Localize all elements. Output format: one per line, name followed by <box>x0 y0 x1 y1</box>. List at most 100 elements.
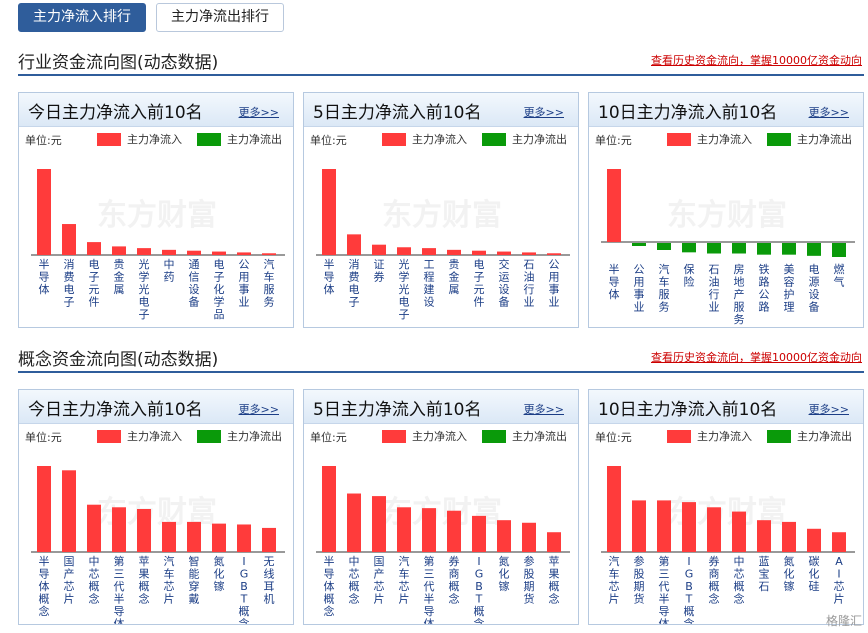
bar-label[interactable]: 中芯概念 <box>734 555 745 606</box>
bar[interactable] <box>397 247 411 255</box>
bar-label[interactable]: 石油行业 <box>524 258 535 309</box>
bar[interactable] <box>547 253 561 255</box>
bar[interactable] <box>162 521 176 552</box>
bar-label[interactable]: 参股期货 <box>634 554 645 606</box>
more-link[interactable]: 更多>> <box>238 106 279 119</box>
bar-label[interactable]: 氮化镓 <box>499 554 510 593</box>
bar-label[interactable]: 第三代半导体 <box>114 554 125 624</box>
more-link[interactable]: 更多>> <box>523 106 564 119</box>
bar[interactable] <box>522 252 536 255</box>
tab-net-outflow-ranking[interactable]: 主力净流出排行 <box>156 3 284 32</box>
bar[interactable] <box>732 511 746 552</box>
bar[interactable] <box>212 251 226 255</box>
bar-label[interactable]: 半导体概念 <box>324 554 335 618</box>
bar[interactable] <box>37 466 51 552</box>
bar[interactable] <box>322 466 336 552</box>
bar-label[interactable]: 氮化镓 <box>784 554 795 593</box>
bar[interactable] <box>62 470 76 552</box>
bar-label[interactable]: 汽车芯片 <box>609 554 620 606</box>
bar[interactable] <box>137 509 151 552</box>
bar-label[interactable]: I G B T 概念 <box>474 555 485 624</box>
bar[interactable] <box>782 521 796 552</box>
bar-label[interactable]: 智能穿戴 <box>189 554 200 606</box>
bar[interactable] <box>372 244 386 255</box>
bar-label[interactable]: 通信设备 <box>189 258 200 309</box>
bar-label[interactable]: 光学光电子 <box>399 257 410 321</box>
bar-label[interactable]: 燃气 <box>834 262 845 289</box>
bar[interactable] <box>87 504 101 552</box>
bar[interactable] <box>782 243 796 255</box>
bar-label[interactable]: 电子元件 <box>474 258 485 309</box>
bar-label[interactable]: 券商概念 <box>709 554 720 606</box>
bar-label[interactable]: 苹果概念 <box>549 554 560 606</box>
bar[interactable] <box>607 169 621 242</box>
bar[interactable] <box>397 507 411 552</box>
bar[interactable] <box>237 252 251 255</box>
bar[interactable] <box>497 520 511 552</box>
bar-label[interactable]: 中药 <box>164 258 175 284</box>
bar-label[interactable]: 光学光电子 <box>139 257 150 321</box>
bar-label[interactable]: 半导体概念 <box>39 554 50 618</box>
bar-label[interactable]: 铁路公路 <box>759 263 770 314</box>
bar-label[interactable]: 工程建设 <box>424 258 435 309</box>
bar-label[interactable]: 电子元件 <box>89 258 100 309</box>
bar[interactable] <box>422 508 436 552</box>
bar-label[interactable]: 贵金属 <box>449 258 460 296</box>
bar[interactable] <box>262 253 276 255</box>
bar[interactable] <box>187 521 201 552</box>
bar[interactable] <box>757 520 771 552</box>
bar-label[interactable]: 券商概念 <box>449 554 460 606</box>
bar-label[interactable]: 国产芯片 <box>64 555 75 606</box>
bar[interactable] <box>87 242 101 255</box>
bar[interactable] <box>347 493 361 552</box>
bar-label[interactable]: 贵金属 <box>114 258 125 296</box>
bar-label[interactable]: 中芯概念 <box>89 555 100 606</box>
bar-label[interactable]: 电源设备 <box>809 263 820 314</box>
bar-label[interactable]: 汽车服务 <box>659 262 670 314</box>
bar-label[interactable]: 氮化镓 <box>214 554 225 593</box>
bar-label[interactable]: 汽车服务 <box>264 257 275 309</box>
bar[interactable] <box>212 523 226 552</box>
bar[interactable] <box>372 496 386 552</box>
bar-label[interactable]: 房地产服务 <box>734 263 745 326</box>
more-link[interactable]: 更多>> <box>808 106 849 119</box>
bar[interactable] <box>472 515 486 552</box>
bar-label[interactable]: 消费电子 <box>64 257 75 309</box>
bar[interactable] <box>112 507 126 552</box>
bar[interactable] <box>37 169 51 255</box>
bar-label[interactable]: 苹果概念 <box>139 554 150 606</box>
bar[interactable] <box>632 243 646 246</box>
bar-label[interactable]: 国产芯片 <box>374 555 385 606</box>
bar-label[interactable]: 第三代半导体 <box>424 554 435 624</box>
tab-net-inflow-ranking[interactable]: 主力净流入排行 <box>18 3 146 32</box>
bar[interactable] <box>237 524 251 552</box>
more-link[interactable]: 更多>> <box>808 403 849 416</box>
bar[interactable] <box>707 507 721 552</box>
bar[interactable] <box>522 522 536 552</box>
history-flow-link[interactable]: 查看历史资金流向，掌握10000亿资金动向 <box>651 54 862 67</box>
bar-label[interactable]: 汽车芯片 <box>399 554 410 606</box>
bar-label[interactable]: 石油行业 <box>709 263 720 314</box>
bar[interactable] <box>807 243 821 256</box>
bar[interactable] <box>472 250 486 255</box>
bar[interactable] <box>422 248 436 255</box>
bar-label[interactable]: A I 芯片 <box>834 555 845 606</box>
bar-label[interactable]: 电子化学品 <box>214 258 225 321</box>
bar[interactable] <box>707 243 721 254</box>
bar[interactable] <box>632 500 646 552</box>
bar[interactable] <box>682 502 696 552</box>
bar[interactable] <box>732 243 746 254</box>
bar-label[interactable]: 半导体 <box>324 257 335 296</box>
bar[interactable] <box>347 234 361 255</box>
bar-label[interactable]: 消费电子 <box>349 257 360 309</box>
bar[interactable] <box>162 249 176 255</box>
bar-label[interactable]: 第三代半导体 <box>659 554 670 624</box>
bar-label[interactable]: 蓝宝石 <box>759 555 770 593</box>
bar[interactable] <box>137 248 151 255</box>
bar-label[interactable]: 碳化硅 <box>809 554 820 593</box>
bar[interactable] <box>547 532 561 552</box>
bar[interactable] <box>607 466 621 552</box>
bar-label[interactable]: 中芯概念 <box>349 555 360 606</box>
bar[interactable] <box>62 224 76 255</box>
bar-label[interactable]: 汽车芯片 <box>164 554 175 606</box>
